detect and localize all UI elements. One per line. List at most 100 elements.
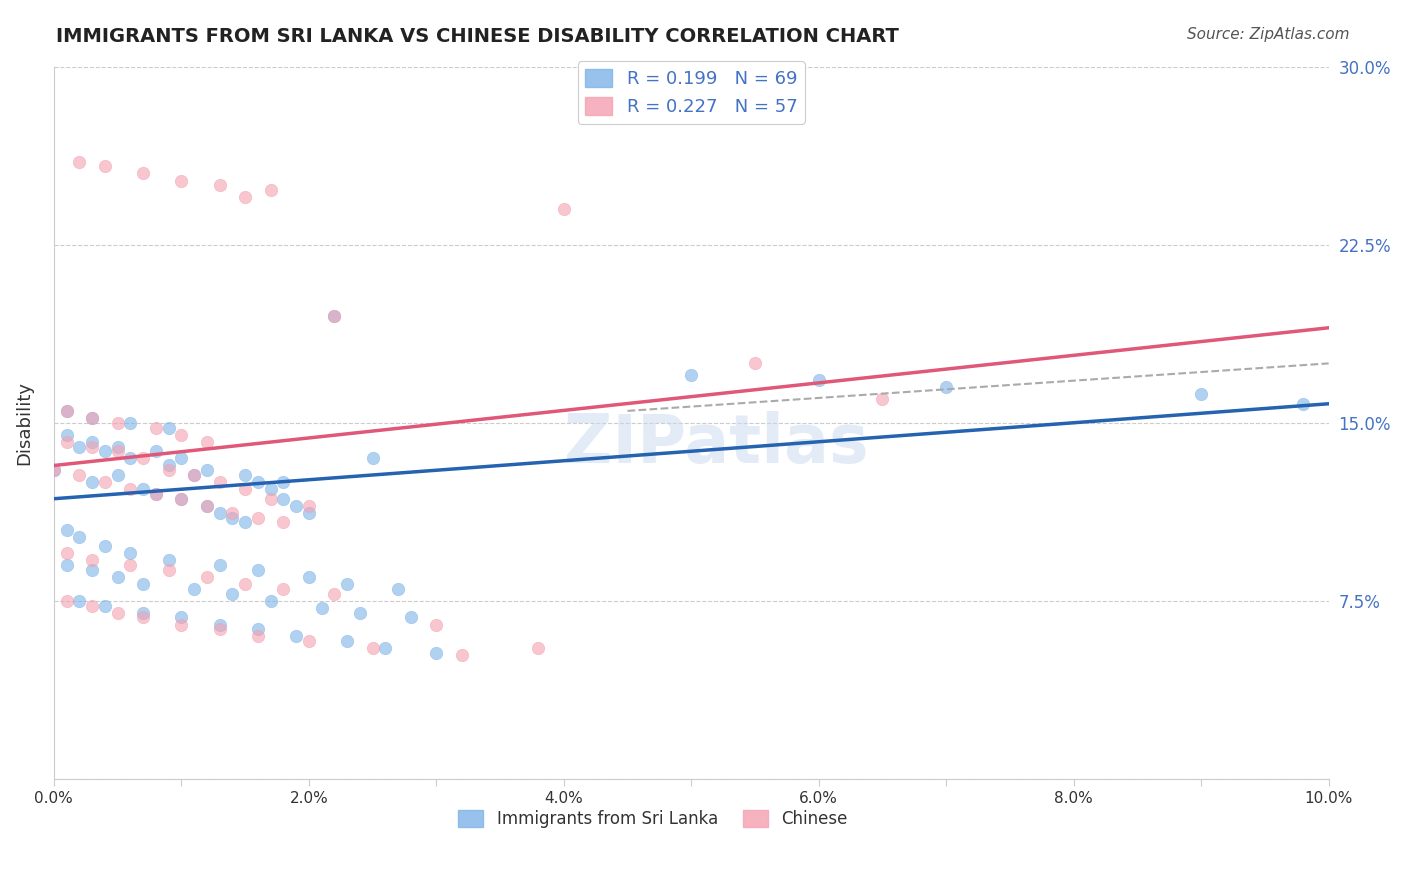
Point <box>55 434 77 449</box>
Point <box>145 444 167 458</box>
Point <box>1292 397 1315 411</box>
Point <box>246 475 269 489</box>
Point <box>221 587 243 601</box>
Point <box>323 309 346 323</box>
Point <box>80 553 103 567</box>
Point <box>132 610 155 624</box>
Point <box>323 309 346 323</box>
Point <box>55 558 77 573</box>
Point <box>259 594 281 608</box>
Point <box>208 623 231 637</box>
Point <box>259 183 281 197</box>
Point <box>246 563 269 577</box>
Point <box>271 491 294 506</box>
Point <box>298 570 321 584</box>
Point <box>170 427 193 442</box>
Point <box>80 440 103 454</box>
Point <box>1189 387 1212 401</box>
Point <box>527 641 550 656</box>
Point <box>107 606 129 620</box>
Point <box>425 617 447 632</box>
Point <box>285 499 308 513</box>
Point <box>170 173 193 187</box>
Point <box>120 558 142 573</box>
Point <box>67 530 90 544</box>
Point <box>450 648 472 663</box>
Point <box>132 166 155 180</box>
Point <box>208 475 231 489</box>
Point <box>744 356 766 370</box>
Point <box>170 610 193 624</box>
Point <box>55 523 77 537</box>
Point <box>336 577 359 591</box>
Point <box>195 434 218 449</box>
Point <box>55 427 77 442</box>
Point <box>80 599 103 613</box>
Point <box>42 463 65 477</box>
Text: ZIPatlas: ZIPatlas <box>564 411 869 477</box>
Point <box>374 641 396 656</box>
Point <box>246 630 269 644</box>
Point <box>387 582 409 596</box>
Point <box>145 420 167 434</box>
Point <box>336 634 359 648</box>
Point <box>298 634 321 648</box>
Point <box>271 475 294 489</box>
Point <box>80 434 103 449</box>
Point <box>120 451 142 466</box>
Point <box>170 491 193 506</box>
Point <box>233 482 256 496</box>
Point <box>872 392 894 406</box>
Point <box>80 475 103 489</box>
Point <box>157 463 180 477</box>
Point <box>195 463 218 477</box>
Point <box>170 491 193 506</box>
Point <box>157 553 180 567</box>
Point <box>208 617 231 632</box>
Point <box>132 482 155 496</box>
Point <box>80 563 103 577</box>
Point <box>183 468 205 483</box>
Point <box>233 516 256 530</box>
Point <box>208 178 231 193</box>
Point <box>935 380 957 394</box>
Point <box>107 440 129 454</box>
Point <box>107 570 129 584</box>
Point <box>246 510 269 524</box>
Point <box>399 610 422 624</box>
Point <box>553 202 575 216</box>
Point <box>107 416 129 430</box>
Point <box>107 468 129 483</box>
Point <box>94 599 117 613</box>
Point <box>94 539 117 553</box>
Point <box>259 482 281 496</box>
Point <box>195 570 218 584</box>
Point <box>425 646 447 660</box>
Point <box>298 499 321 513</box>
Point <box>208 506 231 520</box>
Point <box>67 440 90 454</box>
Point <box>132 577 155 591</box>
Point <box>132 606 155 620</box>
Point <box>361 641 384 656</box>
Point <box>145 487 167 501</box>
Point <box>361 451 384 466</box>
Point <box>323 587 346 601</box>
Y-axis label: Disability: Disability <box>15 381 32 465</box>
Point <box>55 404 77 418</box>
Point <box>94 444 117 458</box>
Point <box>80 411 103 425</box>
Point <box>271 516 294 530</box>
Point <box>807 373 830 387</box>
Point <box>94 475 117 489</box>
Point <box>271 582 294 596</box>
Point <box>298 506 321 520</box>
Point <box>157 420 180 434</box>
Point <box>55 594 77 608</box>
Point <box>233 468 256 483</box>
Point <box>246 623 269 637</box>
Point <box>157 563 180 577</box>
Point <box>107 444 129 458</box>
Point <box>145 487 167 501</box>
Point <box>681 368 703 383</box>
